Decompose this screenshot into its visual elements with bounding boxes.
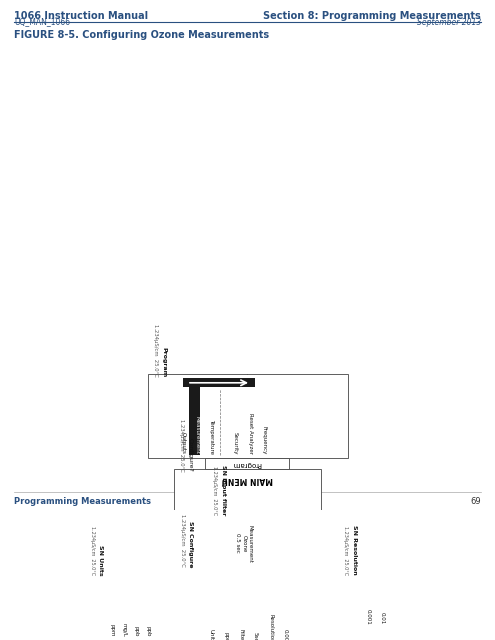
Text: UQ_MAN_1066: UQ_MAN_1066: [14, 17, 70, 26]
Text: 0.5 sec: 0.5 sec: [235, 533, 240, 553]
Text: SN Units: SN Units: [98, 545, 103, 575]
Bar: [183, 378, 255, 387]
Text: 1.234μS/cm  25.0°C: 1.234μS/cm 25.0°C: [90, 526, 95, 575]
Text: ppb: ppb: [134, 626, 139, 637]
Text: 1.234μS/cm  25.0°C: 1.234μS/cm 25.0°C: [343, 526, 348, 575]
Text: 0.001: 0.001: [366, 609, 371, 625]
Text: Filter:: Filter:: [238, 629, 243, 640]
Text: MAIN MENU: MAIN MENU: [221, 475, 273, 484]
Text: 1066 Instruction Manual: 1066 Instruction Manual: [14, 11, 148, 21]
Text: Units:: Units:: [208, 628, 213, 640]
Text: SN Configure: SN Configure: [188, 521, 193, 567]
Text: ppm: ppm: [110, 624, 115, 637]
Text: Resolution:: Resolution:: [268, 614, 273, 640]
Text: 0.001: 0.001: [283, 628, 288, 640]
Bar: [338, 573, 420, 628]
Text: Configure?: Configure?: [188, 438, 193, 472]
Text: Section 8: Programming Measurements: Section 8: Programming Measurements: [263, 11, 481, 21]
Text: Measurement
Ozone: Measurement Ozone: [242, 525, 252, 563]
Text: Programming Measurements: Programming Measurements: [14, 497, 151, 506]
Text: 1.234μS/cm  25.0°C: 1.234μS/cm 25.0°C: [153, 324, 158, 377]
Bar: [207, 513, 279, 557]
Bar: [175, 565, 320, 640]
Text: FIGURE 8-5. Configuring Ozone Measurements: FIGURE 8-5. Configuring Ozone Measuremen…: [14, 30, 269, 40]
Text: Temperature: Temperature: [209, 419, 214, 454]
Text: Measurement: Measurement: [195, 416, 200, 454]
Text: 1.234μS/cm  25.0°C: 1.234μS/cm 25.0°C: [212, 467, 217, 515]
Bar: [85, 573, 165, 640]
Text: ppb: ppb: [146, 626, 151, 637]
Bar: [189, 387, 200, 455]
Text: Frequency: Frequency: [262, 426, 267, 454]
Text: 69: 69: [470, 497, 481, 506]
Bar: [210, 569, 265, 577]
Text: SN Input filter: SN Input filter: [221, 465, 226, 515]
Text: Program: Program: [232, 461, 262, 467]
Text: 0.01: 0.01: [380, 612, 385, 625]
Text: mg/L: mg/L: [122, 623, 127, 637]
Bar: [205, 458, 289, 469]
Bar: [148, 374, 348, 458]
Text: 1.234μS/cm  25.0°C: 1.234μS/cm 25.0°C: [179, 419, 184, 472]
Bar: [174, 469, 321, 524]
Bar: [193, 472, 301, 486]
Text: 5sec: 5sec: [253, 632, 258, 640]
Text: Reset Analyzer: Reset Analyzer: [248, 413, 253, 454]
Text: ppm: ppm: [223, 632, 228, 640]
Text: September 2013: September 2013: [417, 17, 481, 26]
Text: SN Resolution: SN Resolution: [352, 525, 357, 575]
Bar: [220, 531, 274, 557]
Text: Outputs: Outputs: [181, 432, 186, 454]
Text: Program: Program: [161, 347, 166, 377]
Text: Security: Security: [233, 431, 238, 454]
Text: 1.234μS/cm  25.0°C: 1.234μS/cm 25.0°C: [180, 515, 185, 567]
